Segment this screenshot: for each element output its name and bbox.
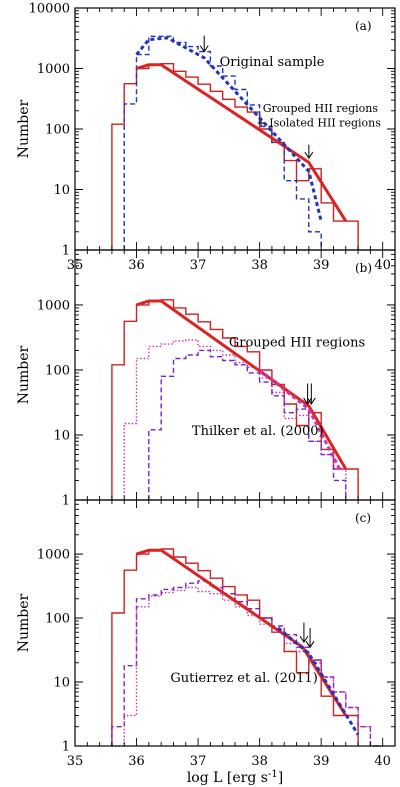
annotation: Grouped HII regions: [229, 335, 365, 350]
annotation: Grouped HII regions: [263, 102, 379, 115]
arrow-head-icon: [306, 397, 316, 405]
y-tick-label: 1000: [37, 548, 70, 563]
panel-label: (c): [355, 511, 371, 525]
series-fit-dashed-4: [258, 368, 341, 470]
y-tick-label: 100: [45, 123, 70, 138]
y-tick-label: 100: [45, 612, 70, 627]
y-tick-label: 1000: [37, 298, 70, 313]
arrow-head-icon: [305, 640, 315, 649]
x-tick-label: 39: [313, 754, 330, 769]
arrow-head-icon: [303, 397, 313, 405]
y-tick-label: 10: [53, 183, 70, 198]
series-hist-dashed-2: [148, 349, 347, 500]
series-hist-solid-0: [111, 299, 359, 500]
annotation: + Isolated HII regions: [257, 116, 382, 129]
x-tick-label: 37: [190, 754, 207, 769]
y-tick-label: 1000: [37, 62, 70, 77]
y-tick-label: 100: [45, 363, 70, 378]
x-axis-title: log L [erg s-1]: [187, 769, 283, 787]
series-hist-dotted-2: [111, 586, 383, 747]
panel-label: (b): [355, 261, 372, 275]
series-hist-dashed-1: [111, 580, 383, 747]
annotation: Gutierrez et al. (2011): [170, 671, 317, 686]
x-tick-label: 40: [374, 258, 391, 273]
arrow-head-icon: [304, 151, 314, 160]
y-tick-label: 10: [53, 428, 70, 443]
arrow-head-icon: [199, 45, 209, 53]
y-tick-label: 10000: [29, 2, 70, 17]
y-tick-label: 1: [62, 740, 70, 755]
panel-label: (a): [355, 19, 372, 33]
x-tick-label: 40: [374, 754, 391, 769]
y-tick-label: 1: [62, 244, 70, 259]
series-fit-solid-3: [136, 548, 348, 717]
x-tick-label: 38: [251, 258, 268, 273]
series-fit-dashed-3: [135, 36, 323, 222]
x-tick-label: 38: [251, 754, 268, 769]
series-fit-solid-2: [136, 63, 348, 222]
panel-b: 1 10 100 1000 Grouped HII regions Thilker et …: [16, 249, 396, 509]
x-tick-label: 36: [128, 258, 145, 273]
x-tick-label: 37: [190, 258, 207, 273]
y-axis-title: Number: [16, 593, 32, 652]
x-tick-label: 39: [313, 258, 330, 273]
annotation: Original sample: [220, 55, 325, 70]
y-axis-title: Number: [16, 99, 32, 158]
plot-frame: [74, 249, 396, 501]
y-tick-label: 1: [62, 494, 70, 509]
y-axis-title: Number: [16, 345, 32, 404]
plot-frame: [74, 499, 396, 747]
panel-c: 1 10 100 1000 35 36 37 38 39 40 Gutierrez et al. (…: [16, 499, 396, 787]
arrow-head-icon: [299, 635, 309, 644]
y-tick-label: 10: [53, 676, 70, 691]
x-tick-label: 35: [67, 754, 84, 769]
series-hist-solid-0: [111, 63, 359, 250]
series-fit-solid-3: [136, 299, 348, 470]
annotation: Thilker et al. (2000): [192, 424, 324, 439]
x-tick-label: 36: [128, 754, 145, 769]
series-hist-solid-0: [111, 548, 359, 746]
